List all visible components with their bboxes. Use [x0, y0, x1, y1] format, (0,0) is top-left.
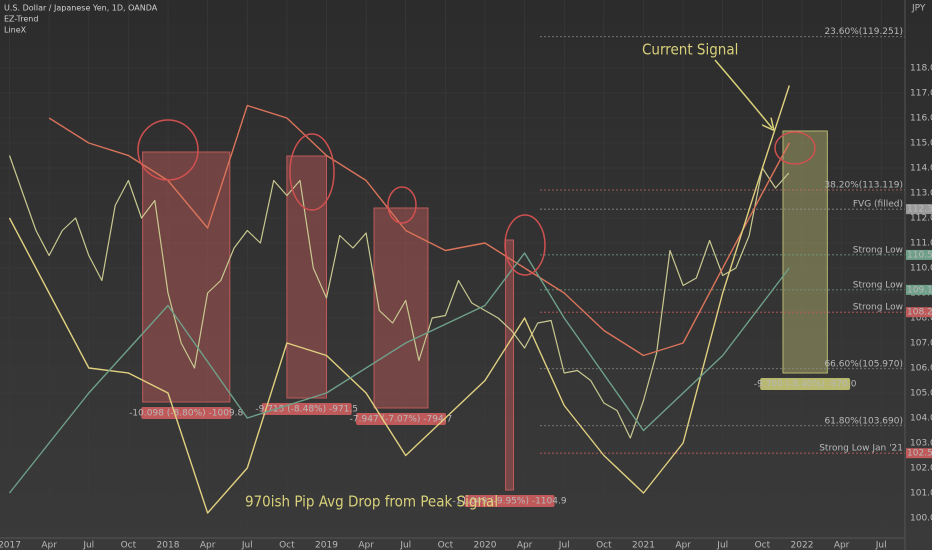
- zone-label-bg: [141, 407, 232, 419]
- drop-zone: [782, 130, 828, 374]
- x-tick-label: 2019: [315, 541, 338, 550]
- annotation: 970ish Pip Avg Drop from Peak Signal: [245, 493, 498, 511]
- price-badge: [906, 284, 932, 295]
- x-tick-label: Jul: [875, 541, 887, 550]
- y-tick-label: 108.000: [910, 314, 932, 324]
- x-tick-label: Jul: [399, 541, 411, 550]
- series-line: [8, 155, 790, 439]
- indicator-name: LineX: [4, 26, 27, 35]
- price-badge-label: 109.125: [907, 285, 932, 295]
- y-tick-label: 117.000: [910, 89, 932, 99]
- y-tick-label: 105.000: [910, 389, 932, 399]
- drop-zone: [286, 155, 327, 399]
- x-tick-label: Oct: [755, 541, 771, 550]
- y-tick-label: 118.000: [910, 64, 932, 74]
- annotation: Current Signal: [642, 41, 738, 59]
- level-label: FVG (filled): [853, 200, 903, 210]
- zone-label: -9.715 (-8.48%) -971.5: [255, 405, 358, 415]
- x-tick-label: Jul: [558, 541, 570, 550]
- series-line: [8, 85, 790, 514]
- price-badge: [906, 307, 932, 318]
- zone-label: -11.049 (-9.95%) -1104.9: [453, 497, 567, 507]
- x-tick-label: Oct: [596, 541, 612, 550]
- level-label: Strong Low Jan '21: [819, 444, 903, 454]
- price-badge-label: 102.592: [907, 449, 932, 459]
- zone-label: -9.700 (-8.40%) -970.0: [754, 380, 857, 390]
- x-tick-label: 2021: [632, 541, 655, 550]
- price-badge-label: 112.355: [907, 205, 932, 215]
- level-label: 66.60%(105.970): [824, 359, 903, 369]
- drop-zone: [505, 239, 515, 491]
- y-tick-label: 101.000: [910, 489, 932, 499]
- y-tick-label: 107.000: [910, 339, 932, 349]
- y-tick-label: 104.000: [910, 414, 932, 424]
- y-tick-label: 116.000: [910, 114, 932, 124]
- y-tick-label: 110.000: [910, 264, 932, 274]
- x-tick-label: 2022: [791, 541, 814, 550]
- currency-label: JPY: [911, 4, 926, 14]
- zone-label: -7.947 (-7.07%) -794.7: [350, 415, 453, 425]
- y-tick-label: 103.000: [910, 439, 932, 449]
- series-line: [48, 104, 790, 357]
- x-tick-label: 2017: [0, 541, 21, 550]
- series-line: [8, 252, 790, 494]
- price-badge-label: 108.233: [907, 308, 932, 318]
- y-tick-label: 102.000: [910, 464, 932, 474]
- x-tick-label: 2020: [474, 541, 497, 550]
- x-tick-label: Jul: [241, 541, 253, 550]
- x-tick-label: 2018: [157, 541, 180, 550]
- y-tick-label: 112.000: [910, 214, 932, 224]
- x-tick-label: Oct: [279, 541, 295, 550]
- y-tick-label: 100.000: [910, 514, 932, 524]
- x-tick-label: Apr: [41, 541, 57, 550]
- zone-label: -10.098 (-8.80%) -1009.8: [129, 409, 243, 419]
- x-tick-label: Apr: [358, 541, 374, 550]
- zone-label-bg: [355, 413, 446, 425]
- drop-zone: [142, 151, 231, 403]
- y-tick-label: 111.000: [910, 239, 932, 249]
- price-badge: [906, 448, 932, 459]
- zone-label-bg: [464, 495, 555, 507]
- x-tick-label: Oct: [438, 541, 454, 550]
- y-tick-label: 115.000: [910, 139, 932, 149]
- plot-area: -10.098 (-8.80%) -1009.8 -9.715 (-8.48%) …: [0, 0, 905, 535]
- level-label: Strong Low: [853, 280, 903, 290]
- price-badge: [906, 249, 932, 260]
- indicator-name: EZ-Trend: [4, 15, 38, 24]
- x-tick-label: Apr: [675, 541, 691, 550]
- level-label: 38.20%(113.119): [824, 181, 903, 191]
- x-tick-label: Jul: [82, 541, 94, 550]
- highlight-circles: [137, 119, 816, 276]
- x-tick-label: Oct: [121, 541, 137, 550]
- y-tick-label: 113.000: [910, 189, 932, 199]
- y-tick-label: 114.000: [910, 164, 932, 174]
- level-label: 23.60%(119.251): [824, 27, 903, 37]
- level-label: Strong Low: [853, 303, 903, 313]
- zone-label-bg: [760, 378, 851, 390]
- level-label: Strong Low: [853, 245, 903, 255]
- x-tick-label: Apr: [834, 541, 850, 550]
- chart-title: U.S. Dollar / Japanese Yen, 1D, OANDA: [4, 4, 158, 13]
- x-tick-label: Apr: [517, 541, 533, 550]
- level-label: 61.80%(103.690): [824, 416, 903, 426]
- price-badge-label: 110.524: [907, 250, 932, 260]
- annotation-arrow: [714, 59, 772, 128]
- x-tick-label: Apr: [200, 541, 216, 550]
- y-tick-label: 106.000: [910, 364, 932, 374]
- price-badge: [906, 204, 932, 215]
- x-tick-label: Jul: [716, 541, 728, 550]
